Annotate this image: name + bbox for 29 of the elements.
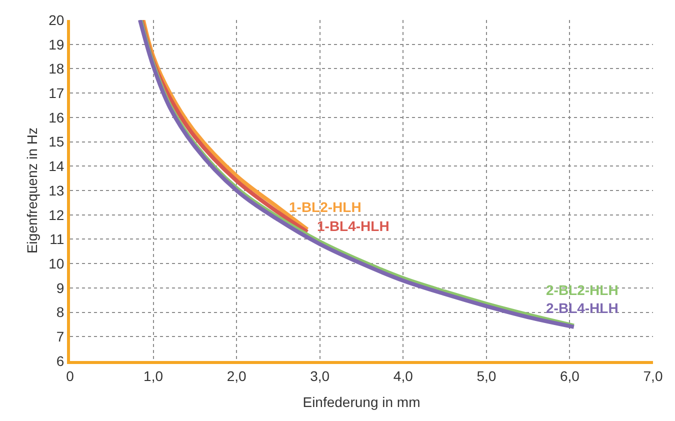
y-tick-label: 16 (48, 109, 64, 126)
x-tick-label: 2,0 (226, 368, 247, 384)
y-tick-label: 17 (48, 84, 64, 101)
y-axis-title: Eigenfrequenz in Hz (24, 127, 40, 254)
x-tick-label: 4,0 (393, 368, 414, 384)
x-tick-label: 0 (66, 368, 74, 384)
y-tick-label: 15 (48, 134, 64, 150)
x-tick-label: 5,0 (476, 368, 496, 384)
y-tick-label: 6 (56, 352, 64, 369)
series-label: 2-BL4-HLH (546, 300, 618, 316)
series-label: 1-BL4-HLH (317, 218, 390, 234)
y-tick-label: 13 (48, 182, 64, 198)
y-tick-label: 8 (56, 304, 64, 320)
x-tick-label: 6,0 (560, 368, 580, 384)
y-tick-label: 11 (50, 231, 64, 248)
y-tick-label: 12 (48, 206, 64, 223)
x-axis-title: Einfederung in mm (302, 394, 420, 410)
y-tick-label: 7 (56, 328, 64, 345)
series-label: 2-BL2-HLH (546, 282, 618, 298)
y-tick-label: 19 (48, 36, 64, 52)
x-tick-label: 3,0 (310, 368, 330, 384)
y-tick-label: 20 (48, 12, 64, 28)
y-tick-label: 10 (48, 255, 64, 272)
series-label: 1-BL2-HLH (289, 199, 362, 215)
y-tick-label: 9 (56, 280, 64, 296)
x-tick-label: 1,0 (144, 368, 164, 384)
y-tick-label: 14 (48, 158, 64, 174)
y-tick-label: 18 (48, 60, 64, 77)
x-tick-label: 7,0 (643, 368, 663, 384)
